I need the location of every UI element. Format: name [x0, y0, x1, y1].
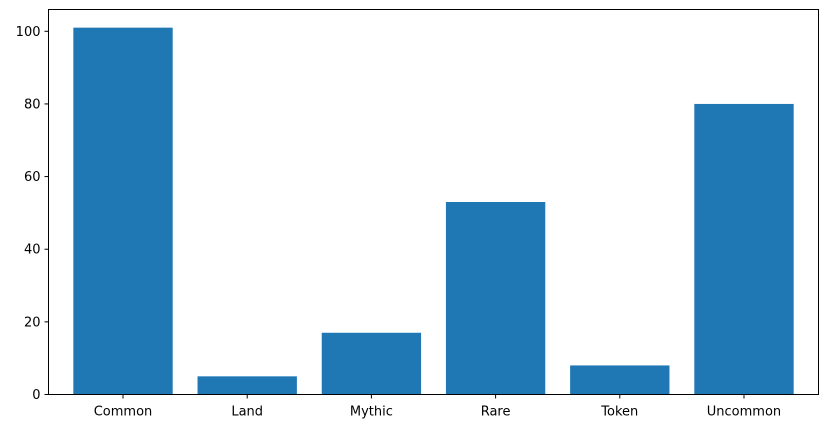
x-tick-label: Common	[94, 405, 153, 420]
y-tick-label: 80	[24, 97, 41, 112]
y-tick-label: 100	[16, 25, 41, 40]
bar-land	[197, 376, 297, 395]
x-tick-label: Uncommon	[707, 405, 781, 420]
x-tick-label: Land	[231, 405, 263, 420]
y-tick-label: 40	[24, 243, 41, 258]
x-axis: Common Land Mythic Rare Token Uncommon	[94, 394, 781, 420]
bar-mythic	[321, 332, 422, 395]
y-axis: 0 20 40 60 80 100	[16, 25, 49, 403]
bars	[73, 27, 794, 395]
x-tick-label: Rare	[481, 405, 511, 420]
y-tick-label: 0	[32, 388, 40, 403]
y-tick-label: 60	[24, 170, 41, 185]
bar-rare	[445, 202, 546, 395]
x-tick-label: Mythic	[350, 405, 393, 420]
bar-token	[570, 365, 670, 395]
bar-uncommon	[694, 103, 794, 395]
plot-frame	[48, 9, 819, 395]
bar-common	[73, 27, 173, 395]
x-tick-label: Token	[600, 405, 638, 420]
y-tick-label: 20	[24, 315, 41, 330]
